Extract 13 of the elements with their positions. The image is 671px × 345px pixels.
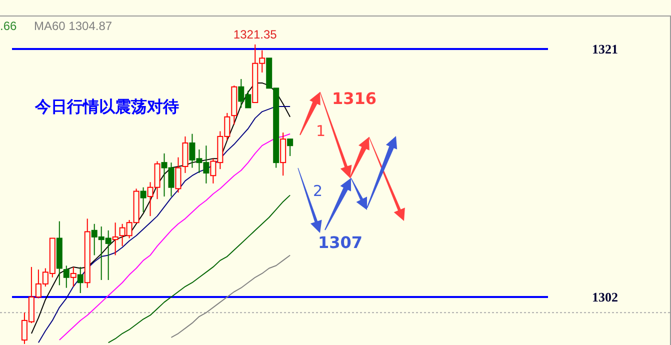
y-tick-label: 1302	[592, 289, 618, 304]
annotation: 1	[316, 122, 326, 140]
annotation: 2	[313, 182, 323, 200]
y-tick-label: 1321	[592, 42, 618, 57]
annotation: 1321.35	[233, 27, 278, 42]
line-series	[170, 254, 291, 338]
annotation: 1307	[318, 233, 363, 252]
annotation: 今日行情以震荡对待	[34, 97, 179, 116]
line-series	[58, 133, 291, 341]
annotation: MA60 1304.87	[34, 19, 112, 33]
annotation: .66	[0, 19, 18, 33]
line-series	[108, 194, 291, 344]
annotation: 1316	[332, 89, 377, 108]
